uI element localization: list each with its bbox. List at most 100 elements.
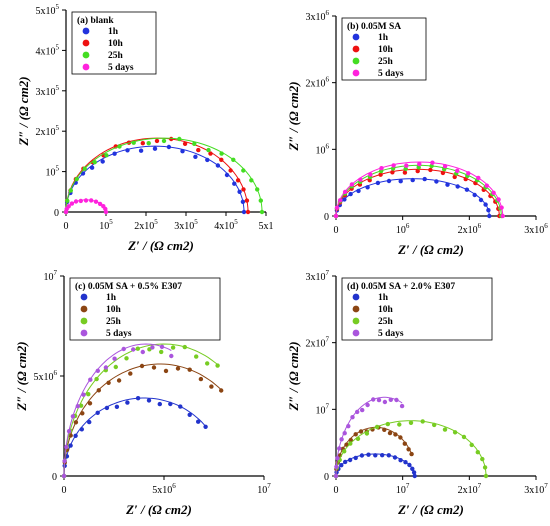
y-tick-mantissa: 5x10 (36, 6, 56, 17)
y-tick-exponent: 5 (56, 3, 60, 11)
data-point (464, 187, 470, 192)
data-point (194, 354, 199, 359)
data-point (452, 174, 457, 180)
data-point (196, 147, 201, 153)
data-point (353, 432, 358, 437)
x-tick-label: 106 (396, 222, 410, 236)
x-tick-mantissa: 2x10 (134, 221, 154, 232)
data-point (125, 400, 130, 405)
data-point (348, 191, 353, 197)
data-point (499, 205, 504, 210)
data-point (475, 450, 480, 455)
data-point (374, 424, 380, 430)
y-tick-label: 107 (44, 269, 58, 283)
x-tick-exponent: 6 (172, 482, 176, 490)
series-b-3 (333, 160, 505, 219)
x-tick-label: 0 (334, 225, 339, 236)
x-tick-exponent: 7 (267, 482, 271, 490)
x-tick-mantissa: 3x10 (524, 225, 544, 236)
fit-line (63, 397, 206, 477)
series-a-2 (63, 136, 265, 215)
data-point (483, 473, 489, 479)
data-point (390, 170, 395, 175)
y-tick-mantissa: 2x10 (36, 127, 56, 138)
data-point (89, 198, 94, 203)
data-point (461, 434, 467, 440)
y-tick-label: 0 (54, 208, 59, 219)
y-tick-mantissa: 0 (54, 208, 59, 219)
legend-label: 5 days (378, 69, 404, 79)
data-point (245, 209, 251, 215)
data-point (452, 430, 458, 435)
data-point (434, 179, 439, 184)
data-point (113, 364, 119, 370)
data-point (159, 344, 165, 349)
data-point (166, 144, 172, 150)
legend-marker (82, 51, 90, 59)
y-tick-mantissa: 0 (324, 472, 329, 483)
data-point (187, 367, 192, 372)
y-tick-label: 2x105 (36, 124, 60, 138)
x-tick-mantissa: 3x10 (524, 485, 544, 496)
data-point (350, 415, 355, 420)
y-tick-exponent: 5 (56, 165, 60, 173)
legend-box (69, 277, 221, 341)
legend-label: 1h (106, 293, 117, 303)
y-tick-mantissa: 0 (52, 472, 57, 483)
legend-label: 5 days (106, 329, 132, 339)
data-point (259, 209, 265, 215)
legend-label: 10h (108, 39, 124, 49)
data-point (241, 187, 246, 192)
data-point (70, 414, 76, 419)
data-point (349, 182, 355, 187)
data-point (80, 411, 85, 416)
x-tick-exponent: 5 (109, 218, 113, 226)
data-point (375, 180, 381, 186)
data-point (159, 349, 164, 355)
data-point (408, 420, 414, 425)
legend-marker (352, 45, 360, 53)
data-point (398, 179, 403, 184)
x-tick-mantissa: 0 (334, 485, 339, 496)
data-point (339, 463, 344, 468)
legend-title: (d) 0.05M SA + 2.0% E307 (347, 281, 455, 292)
x-tick-label: 0 (62, 485, 67, 496)
data-point (393, 432, 398, 437)
series-b-0 (333, 176, 492, 219)
data-point (209, 384, 214, 389)
y-tick-exponent: 7 (326, 336, 330, 344)
data-point (373, 453, 378, 458)
data-point (112, 151, 117, 156)
data-point (244, 198, 250, 203)
data-point (365, 185, 370, 190)
data-point (445, 182, 450, 187)
data-point (235, 178, 241, 183)
data-point (121, 346, 126, 352)
x-axis-label: Z′ / (Ω cm2) (397, 242, 464, 257)
data-point (378, 172, 383, 177)
y-tick-mantissa: 2x10 (306, 339, 326, 350)
legend-label: 10h (378, 45, 394, 55)
x-tick-mantissa: 0 (62, 485, 67, 496)
data-point (182, 141, 188, 146)
legend-label: 25h (106, 317, 122, 327)
y-tick-mantissa: 10 (316, 405, 326, 416)
x-tick-label: 2x107 (458, 482, 482, 496)
data-point (237, 189, 242, 194)
data-point (83, 198, 89, 203)
legend-label: 25h (108, 51, 124, 61)
fit-line (63, 343, 218, 477)
panel-a: 0 105 2x105 3x105 4x105 5x101052x1053x1054x10… (16, 3, 274, 253)
legend-marker (80, 293, 88, 301)
data-point (255, 187, 260, 192)
data-point (249, 178, 254, 183)
x-tick-label: 3x107 (524, 482, 548, 496)
data-point (124, 356, 129, 361)
data-point (403, 460, 408, 465)
x-tick-mantissa: 0 (64, 221, 69, 232)
data-point (97, 201, 103, 207)
data-point (428, 167, 433, 173)
data-point (187, 412, 192, 417)
data-point (81, 392, 86, 397)
